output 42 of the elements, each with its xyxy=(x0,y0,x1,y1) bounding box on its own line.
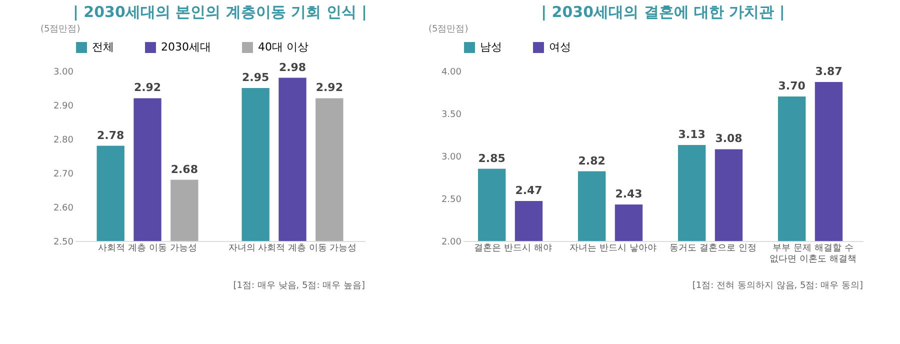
y-tick-label: 3.00 xyxy=(53,68,74,78)
legend-label: 2030세대 xyxy=(161,40,211,54)
data-label: 2.47 xyxy=(515,184,542,198)
data-label: 2.92 xyxy=(134,81,162,94)
y-tick-label: 2.50 xyxy=(53,238,74,248)
legend-label: 40대 이상 xyxy=(258,40,308,54)
data-label: 3.87 xyxy=(815,65,842,78)
y-tick-label: 2.80 xyxy=(53,136,74,146)
legend-label: 여성 xyxy=(549,40,571,54)
data-label: 2.68 xyxy=(170,162,198,176)
y-tick-label: 4.00 xyxy=(441,68,462,78)
x-tick-label: 자녀는 반드시 낳아야 xyxy=(570,244,656,254)
x-tick-label: 사회적 계층 이동 가능성 xyxy=(98,244,197,254)
chart-title: | 2030세대의 결혼에 대한 가치관 | xyxy=(541,3,785,21)
x-tick-label: 자녀의 사회적 계층 이동 가능성 xyxy=(228,244,357,254)
y-tick-label: 3.50 xyxy=(441,110,462,120)
x-tick-label: 동거도 결혼으로 인정 xyxy=(670,244,756,254)
y-axis-title: (5점만점) xyxy=(428,24,468,34)
data-label: 2.92 xyxy=(316,81,343,94)
chart-title: | 2030세대의 본인의 계층이동 기회 인식 | xyxy=(72,3,368,21)
y-tick-label: 3.00 xyxy=(441,152,462,162)
x-tick-label: 부부 문제 해결할 수 없다면 이혼도 해결책 xyxy=(770,244,856,264)
y-tick-label: 2.00 xyxy=(441,238,462,248)
legend-label: 전체 xyxy=(92,40,114,54)
y-axis-title: (5점만점) xyxy=(40,24,80,34)
data-label: 3.13 xyxy=(678,128,706,141)
y-tick-label: 2.70 xyxy=(53,170,74,180)
x-tick-label: 결혼은 반드시 해야 xyxy=(474,244,552,254)
data-label: 2.43 xyxy=(615,187,642,200)
data-label: 2.82 xyxy=(578,154,606,168)
data-label: 2.98 xyxy=(278,60,306,74)
data-label: 3.70 xyxy=(778,80,806,92)
data-label: 2.85 xyxy=(478,152,506,165)
legend-label: 남성 xyxy=(480,40,502,54)
y-tick-label: 2.90 xyxy=(53,102,74,112)
text: [1점: 전혀 동의하지 않음, 5점: 매우 동의] xyxy=(692,281,863,291)
text: [1점: 매우 낮음, 5점: 매우 높음] xyxy=(233,281,365,291)
y-tick-label: 2.50 xyxy=(441,195,462,205)
y-tick-label: 2.60 xyxy=(53,204,74,214)
data-label: 2.95 xyxy=(242,71,270,84)
data-label: 3.08 xyxy=(715,132,742,146)
data-label: 2.78 xyxy=(97,128,124,142)
